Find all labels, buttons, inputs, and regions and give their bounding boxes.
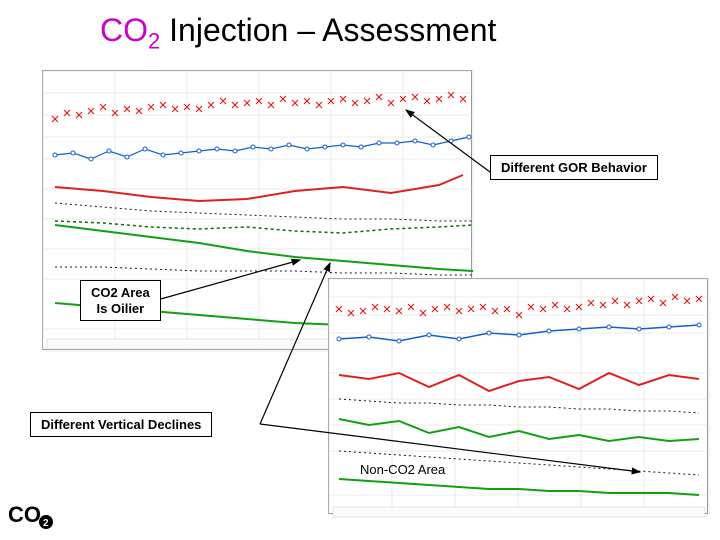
annotation-nonco2: Non-CO2 Area (360, 462, 445, 477)
chart-bottom-svg (329, 279, 709, 515)
annotation-area: CO2 Area Is Oilier (80, 280, 161, 321)
title-co: CO2 (100, 12, 160, 48)
title-rest: Injection – Assessment (160, 12, 496, 48)
annotation-area-text: CO2 Area Is Oilier (91, 285, 150, 316)
annotation-decline: Different Vertical Declines (30, 412, 212, 437)
page-title: CO2 Injection – Assessment (100, 12, 496, 54)
svg-text:CO: CO (8, 502, 41, 527)
co2-logo: CO 2 (8, 500, 56, 532)
annotation-gor: Different GOR Behavior (490, 155, 658, 180)
chart-bottom-panel (328, 278, 708, 514)
svg-text:2: 2 (43, 518, 49, 529)
